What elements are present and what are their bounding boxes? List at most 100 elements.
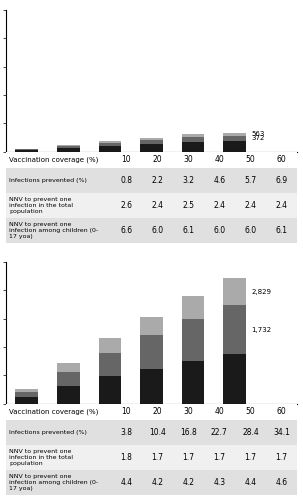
Text: 2,829: 2,829	[251, 288, 271, 294]
Text: 10: 10	[122, 408, 131, 416]
Text: NNV to prevent one
infection in the total
population: NNV to prevent one infection in the tota…	[9, 449, 73, 466]
Text: 50: 50	[245, 408, 255, 416]
Bar	[140, 138, 163, 140]
Text: 16.8: 16.8	[180, 428, 197, 437]
Text: 2.4: 2.4	[213, 201, 225, 210]
Text: 3.2: 3.2	[182, 176, 194, 185]
Bar	[6, 218, 297, 243]
Text: 2.4: 2.4	[151, 201, 163, 210]
Text: 6.0: 6.0	[244, 226, 256, 235]
Bar	[6, 152, 297, 168]
Bar	[6, 420, 297, 445]
Bar	[57, 144, 80, 146]
Bar	[140, 144, 163, 152]
Text: 30: 30	[184, 408, 193, 416]
Bar	[15, 149, 38, 150]
Text: 0.8: 0.8	[120, 176, 132, 185]
Text: 4.2: 4.2	[182, 478, 194, 487]
Text: 563: 563	[251, 132, 265, 138]
Text: 20: 20	[152, 156, 162, 164]
Text: 6.6: 6.6	[120, 226, 132, 235]
Text: Vaccination coverage (%): Vaccination coverage (%)	[9, 156, 98, 163]
Bar	[57, 364, 80, 372]
Text: 4.4: 4.4	[120, 478, 132, 487]
Text: Infections prevented (%): Infections prevented (%)	[9, 178, 87, 183]
Text: 6.9: 6.9	[275, 176, 288, 185]
Text: 34.1: 34.1	[273, 428, 290, 437]
Text: Infections prevented (%): Infections prevented (%)	[9, 430, 87, 435]
Text: 40: 40	[215, 156, 224, 164]
Text: 2.4: 2.4	[245, 201, 256, 210]
Bar	[140, 335, 163, 368]
Bar	[181, 134, 205, 137]
Bar	[223, 354, 246, 404]
Bar	[15, 389, 38, 392]
Text: 4.2: 4.2	[151, 478, 163, 487]
Bar	[57, 386, 80, 404]
Text: 3.8: 3.8	[120, 428, 132, 437]
Bar	[6, 470, 297, 495]
Bar	[181, 137, 205, 142]
Bar	[15, 150, 38, 152]
Text: Vaccination coverage (%): Vaccination coverage (%)	[9, 408, 98, 415]
Bar	[140, 368, 163, 404]
Bar	[6, 168, 297, 193]
Text: 4.3: 4.3	[213, 478, 225, 487]
Text: 1.7: 1.7	[245, 453, 256, 462]
Text: 22.7: 22.7	[211, 428, 228, 437]
Text: 1.7: 1.7	[213, 453, 225, 462]
Bar	[223, 133, 246, 136]
Text: 60: 60	[277, 156, 286, 164]
Text: 28.4: 28.4	[242, 428, 259, 437]
Bar	[15, 392, 38, 397]
Text: 40: 40	[215, 408, 224, 416]
Bar	[57, 148, 80, 152]
Bar	[6, 445, 297, 470]
Text: NNV to prevent one
infection among children (0-
17 yoa): NNV to prevent one infection among child…	[9, 222, 98, 239]
Text: 50: 50	[245, 156, 255, 164]
Bar	[223, 136, 246, 141]
Text: 2.5: 2.5	[182, 201, 194, 210]
Bar	[181, 142, 205, 152]
Text: 372: 372	[251, 136, 265, 141]
Text: 6.0: 6.0	[151, 226, 163, 235]
Text: 30: 30	[184, 156, 193, 164]
Text: 2.4: 2.4	[275, 201, 288, 210]
Text: 6.1: 6.1	[275, 226, 288, 235]
Text: 4.6: 4.6	[275, 478, 288, 487]
Bar	[98, 142, 122, 146]
Bar	[98, 146, 122, 152]
Bar	[98, 376, 122, 404]
Text: 1.7: 1.7	[151, 453, 163, 462]
Text: 60: 60	[277, 408, 286, 416]
Text: 1.7: 1.7	[275, 453, 288, 462]
Text: 6.0: 6.0	[213, 226, 225, 235]
Text: 1.8: 1.8	[120, 453, 132, 462]
Bar	[140, 140, 163, 144]
Text: 2.6: 2.6	[120, 201, 132, 210]
Text: 10: 10	[122, 156, 131, 164]
Text: 5.7: 5.7	[244, 176, 256, 185]
Bar	[98, 352, 122, 376]
Bar	[6, 193, 297, 218]
Text: 6.1: 6.1	[182, 226, 194, 235]
Bar	[181, 296, 205, 318]
Bar	[6, 404, 297, 420]
Text: 4.6: 4.6	[213, 176, 225, 185]
Bar	[15, 397, 38, 404]
Bar	[223, 306, 246, 354]
Text: 1,732: 1,732	[251, 327, 271, 333]
Text: 20: 20	[152, 408, 162, 416]
Text: 1.7: 1.7	[182, 453, 194, 462]
Text: NNV to prevent one
infection among children (0-
17 yoa): NNV to prevent one infection among child…	[9, 474, 98, 491]
Text: 10.4: 10.4	[149, 428, 166, 437]
Bar	[181, 361, 205, 404]
Text: NNV to prevent one
infection in the total
population: NNV to prevent one infection in the tota…	[9, 198, 73, 214]
Bar	[223, 278, 246, 305]
Bar	[140, 316, 163, 335]
Bar	[181, 318, 205, 361]
Text: 4.4: 4.4	[244, 478, 256, 487]
Bar	[98, 338, 122, 352]
Bar	[57, 146, 80, 148]
Bar	[98, 141, 122, 142]
